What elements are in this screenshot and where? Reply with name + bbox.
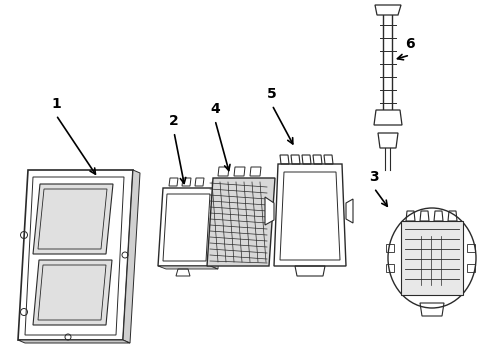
Polygon shape	[375, 5, 401, 15]
Polygon shape	[265, 197, 274, 225]
Polygon shape	[18, 340, 130, 343]
Polygon shape	[346, 199, 353, 223]
Text: 4: 4	[210, 102, 220, 116]
Polygon shape	[210, 188, 223, 269]
Polygon shape	[207, 178, 275, 266]
Polygon shape	[123, 170, 140, 343]
Polygon shape	[158, 188, 215, 266]
Polygon shape	[401, 221, 463, 295]
Text: 1: 1	[51, 97, 61, 111]
Text: 2: 2	[169, 114, 179, 128]
Polygon shape	[378, 133, 398, 148]
Text: 5: 5	[267, 87, 277, 101]
Polygon shape	[33, 184, 113, 254]
Polygon shape	[274, 164, 346, 266]
Text: 3: 3	[369, 170, 379, 184]
Polygon shape	[18, 170, 133, 340]
Polygon shape	[158, 266, 218, 269]
Text: 6: 6	[405, 37, 415, 51]
Polygon shape	[33, 260, 112, 325]
Ellipse shape	[388, 208, 476, 308]
Polygon shape	[374, 110, 402, 125]
